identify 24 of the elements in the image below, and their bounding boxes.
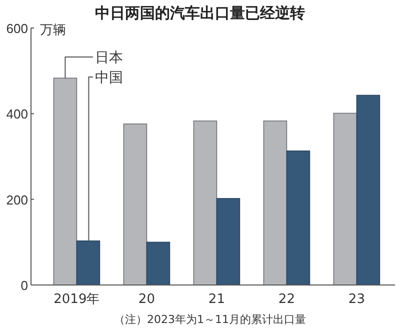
bar (216, 198, 240, 286)
bar (123, 124, 148, 286)
y-axis-title: 万辆 (40, 23, 66, 38)
bar (333, 112, 358, 286)
bar (263, 120, 288, 286)
bar (76, 240, 100, 286)
y-tick-label: 0 (20, 278, 28, 293)
series-label: 日本 (95, 50, 123, 66)
y-tick-label: 400 (6, 106, 28, 122)
x-tick-label: 22 (278, 292, 295, 307)
x-tick-label: 20 (138, 292, 155, 307)
bar (53, 78, 78, 286)
chart-title: 中日两国的汽车出口量已经逆转 (95, 4, 305, 22)
y-tick-label: 200 (6, 192, 28, 208)
bar (356, 94, 380, 286)
legend-item: 中国 (88, 70, 123, 242)
x-tick-label: 21 (208, 292, 225, 307)
text: （注）2023年为1～11月的累计出口量 (114, 313, 306, 326)
x-tick-label: 2019年 (54, 292, 100, 307)
bar (193, 120, 218, 286)
bar (286, 150, 310, 286)
x-tick-label: 23 (348, 292, 365, 307)
y-tick-label: 600 (6, 21, 28, 36)
bar (146, 242, 170, 286)
